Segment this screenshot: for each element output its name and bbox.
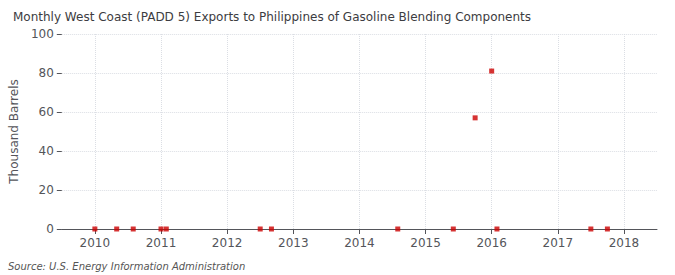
svg-text:2017: 2017 — [543, 236, 574, 250]
svg-text:Thousand Barrels: Thousand Barrels — [7, 79, 21, 184]
svg-text:2011: 2011 — [146, 236, 177, 250]
svg-text:2010: 2010 — [80, 236, 111, 250]
svg-text:60: 60 — [39, 105, 54, 119]
svg-text:2018: 2018 — [609, 236, 640, 250]
svg-text:2016: 2016 — [476, 236, 507, 250]
svg-text:2012: 2012 — [212, 236, 243, 250]
svg-text:80: 80 — [39, 66, 54, 80]
svg-text:2015: 2015 — [410, 236, 441, 250]
svg-text:Source: U.S. Energy Informatio: Source: U.S. Energy Information Administ… — [8, 261, 245, 272]
svg-text:2014: 2014 — [344, 236, 375, 250]
svg-text:Monthly West Coast (PADD 5) Ex: Monthly West Coast (PADD 5) Exports to P… — [13, 10, 531, 24]
svg-text:20: 20 — [39, 183, 54, 197]
svg-text:0: 0 — [46, 222, 54, 236]
svg-text:2013: 2013 — [278, 236, 309, 250]
svg-text:100: 100 — [31, 27, 54, 41]
svg-text:40: 40 — [39, 144, 54, 158]
